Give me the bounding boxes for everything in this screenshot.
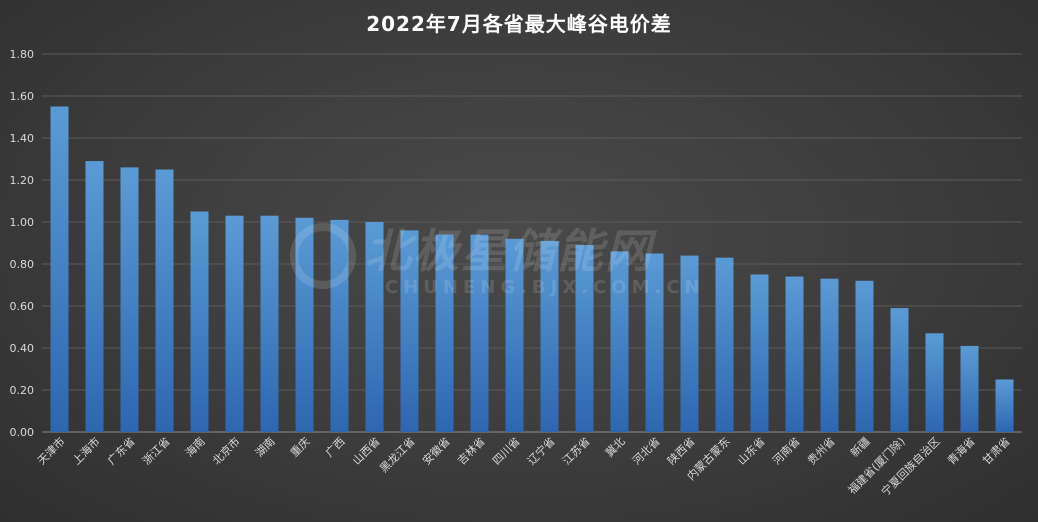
y-tick-label: 1.40 bbox=[10, 132, 35, 145]
bar bbox=[715, 257, 734, 432]
y-tick-label: 0.40 bbox=[10, 342, 35, 355]
x-tick-label: 陕西省 bbox=[664, 434, 697, 467]
x-tick-label: 甘肃省 bbox=[980, 435, 1013, 468]
x-tick-label: 江苏省 bbox=[560, 435, 593, 468]
y-axis-ticks: 0.00 0.20 0.40 0.60 0.80 1.00 1.20 1.40 1.60 1.80 bbox=[10, 48, 35, 439]
x-tick-label: 河北省 bbox=[630, 435, 663, 468]
chart-title: 2022年7月各省最大峰谷电价差 bbox=[366, 12, 672, 36]
x-tick-label: 天津市 bbox=[34, 434, 67, 467]
bar bbox=[505, 238, 524, 432]
x-tick-label: 辽宁省 bbox=[524, 434, 557, 467]
y-tick-label: 0.80 bbox=[10, 258, 35, 271]
bar bbox=[155, 169, 174, 432]
bar bbox=[785, 276, 804, 432]
bar bbox=[540, 240, 559, 432]
y-tick-label: 1.00 bbox=[10, 216, 35, 229]
y-tick-label: 0.60 bbox=[10, 300, 35, 313]
x-tick-label: 广西 bbox=[323, 435, 348, 460]
x-tick-label: 山西省 bbox=[350, 435, 383, 468]
x-tick-label: 吉林省 bbox=[454, 434, 487, 467]
y-tick-label: 0.00 bbox=[10, 426, 35, 439]
x-tick-label: 四川省 bbox=[490, 435, 523, 468]
bar bbox=[925, 333, 944, 432]
x-tick-label: 海南 bbox=[182, 434, 207, 459]
x-tick-label: 安徽省 bbox=[419, 434, 452, 467]
x-tick-label: 浙江省 bbox=[140, 435, 173, 468]
x-tick-label: 湖南 bbox=[253, 435, 278, 460]
bar bbox=[190, 211, 209, 432]
bar bbox=[400, 230, 419, 432]
x-tick-label: 山东省 bbox=[735, 435, 768, 468]
bar bbox=[610, 251, 629, 432]
bar bbox=[120, 167, 139, 432]
bar bbox=[260, 215, 279, 432]
x-tick-label: 黑龙江省 bbox=[377, 435, 417, 475]
bar bbox=[575, 245, 594, 432]
bar bbox=[995, 379, 1014, 432]
bar bbox=[470, 234, 489, 432]
bar bbox=[680, 255, 699, 432]
x-tick-label: 北京市 bbox=[209, 434, 242, 467]
bar bbox=[50, 106, 69, 432]
x-tick-label: 贵州省 bbox=[805, 435, 838, 468]
x-tick-label: 重庆 bbox=[287, 434, 312, 459]
bars bbox=[50, 106, 1014, 432]
bar bbox=[960, 345, 979, 432]
bar bbox=[820, 278, 839, 432]
bar bbox=[855, 280, 874, 432]
bar bbox=[295, 217, 314, 432]
x-tick-label: 青海省 bbox=[944, 434, 977, 467]
y-tick-label: 1.20 bbox=[10, 174, 35, 187]
x-tick-label: 广东省 bbox=[105, 435, 138, 468]
grid-lines bbox=[42, 53, 1022, 433]
x-tick-label: 河南省 bbox=[770, 435, 803, 468]
bar bbox=[330, 219, 349, 432]
y-tick-label: 1.60 bbox=[10, 90, 35, 103]
bar bbox=[890, 308, 909, 432]
y-tick-label: 0.20 bbox=[10, 384, 35, 397]
x-tick-label: 冀北 bbox=[602, 434, 627, 459]
y-tick-label: 1.80 bbox=[10, 48, 35, 61]
x-axis-ticks: 天津市 上海市 广东省 浙江省 海南 北京市 湖南 重庆 广西 山西省黑龙江省 安徽省 吉林省 四川省辽… bbox=[34, 434, 1012, 498]
x-tick-label: 宁夏回族自治区 bbox=[878, 434, 942, 498]
bar bbox=[225, 215, 244, 432]
bar bbox=[435, 234, 454, 432]
x-tick-label: 新疆 bbox=[847, 434, 872, 459]
bar bbox=[85, 161, 104, 432]
x-tick-label: 上海市 bbox=[69, 434, 102, 467]
bar bbox=[750, 274, 769, 432]
bar bbox=[645, 253, 664, 432]
bar bbox=[365, 222, 384, 432]
